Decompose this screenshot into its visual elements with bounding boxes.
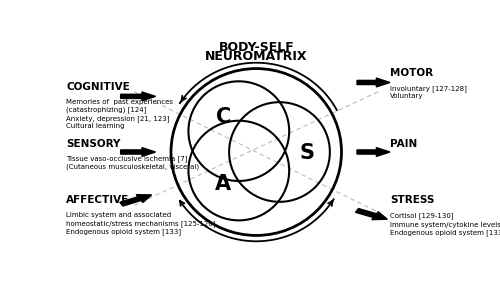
FancyArrow shape	[120, 92, 156, 101]
Text: PAIN: PAIN	[390, 138, 417, 148]
Text: STRESS: STRESS	[390, 195, 434, 205]
Text: MOTOR: MOTOR	[390, 68, 433, 78]
Text: S: S	[299, 143, 314, 163]
FancyArrow shape	[357, 147, 390, 157]
Text: Tissue vaso-occlusive ischemia [7]
(Cutaneous musculoskeletal, visceral): Tissue vaso-occlusive ischemia [7] (Cuta…	[66, 156, 200, 170]
Text: Cortisol [129-130]
Immune system/cytokine levels [131]
Endogenous opioid system : Cortisol [129-130] Immune system/cytokin…	[390, 212, 500, 236]
Text: AFFECTIVE: AFFECTIVE	[66, 195, 130, 205]
Text: BODY-SELF: BODY-SELF	[218, 41, 294, 54]
FancyArrow shape	[356, 209, 387, 220]
Text: C: C	[216, 107, 231, 127]
FancyArrow shape	[120, 147, 156, 157]
Text: Limbic system and associated
homeostatic/stress mechanisms [125-126]
Endogenous : Limbic system and associated homeostatic…	[66, 212, 216, 235]
FancyArrow shape	[357, 78, 390, 87]
Text: COGNITIVE: COGNITIVE	[66, 82, 130, 92]
Text: Memories of  past experiences
(catastrophizing) [124]
Anxiety, depression [21, 1: Memories of past experiences (catastroph…	[66, 99, 174, 129]
FancyArrow shape	[120, 195, 152, 206]
Text: A: A	[215, 175, 232, 194]
Text: SENSORY: SENSORY	[66, 138, 121, 148]
Text: NEUROMATRIX: NEUROMATRIX	[205, 50, 308, 63]
Text: Involuntary [127-128]
Voluntary: Involuntary [127-128] Voluntary	[390, 85, 467, 99]
